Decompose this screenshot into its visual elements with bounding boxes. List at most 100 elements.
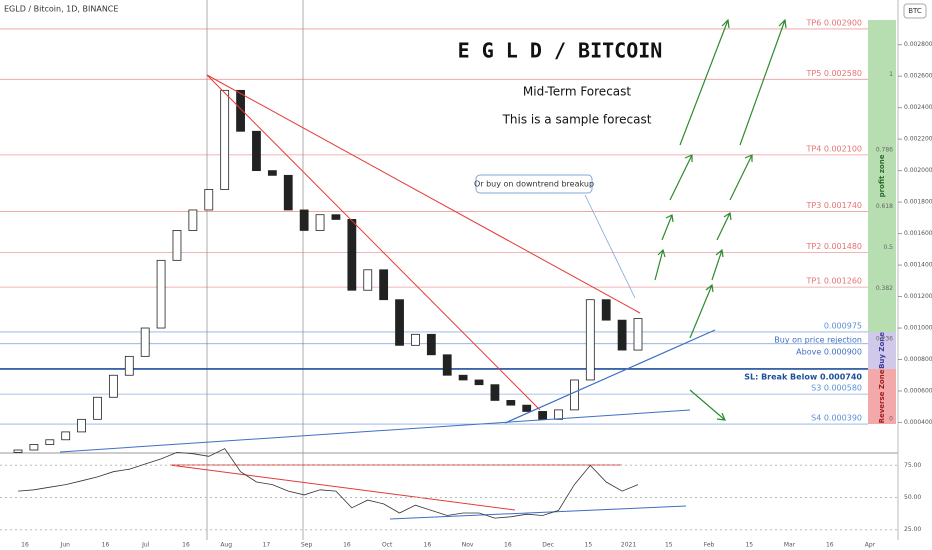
x-tick-label: Jun — [60, 542, 71, 549]
zone-label: Reverse Zone — [878, 369, 886, 423]
candle — [601, 299, 611, 321]
level-label: Above 0.000900 — [796, 347, 862, 356]
candle — [426, 333, 436, 356]
candle — [267, 170, 277, 176]
y-tick-label: 0.001000 — [904, 325, 932, 332]
x-tick-label: 16 — [21, 542, 29, 549]
candle — [77, 418, 86, 433]
candle — [490, 384, 500, 401]
y-tick-label: 0.002400 — [904, 104, 932, 111]
zone-label: profit zone — [878, 154, 886, 197]
candle — [45, 439, 55, 445]
candle — [108, 374, 118, 398]
x-tick-label: 16 — [343, 542, 351, 549]
trendline — [206, 74, 541, 411]
candle — [188, 209, 198, 231]
candle — [204, 189, 214, 211]
level-label: TP3 0.001740 — [805, 201, 862, 210]
candle — [61, 431, 71, 441]
y-tick-label: 0.000600 — [904, 387, 932, 394]
candle — [395, 299, 404, 346]
candle — [283, 174, 293, 211]
trendlines — [59, 74, 716, 453]
zone — [868, 331, 896, 369]
candle — [236, 89, 245, 132]
candle — [140, 327, 150, 357]
fib-label: 0.618 — [876, 203, 893, 210]
fib-label: 0.786 — [876, 146, 893, 153]
candle — [554, 409, 563, 420]
x-tick-label: Feb — [704, 542, 715, 549]
zone — [868, 368, 896, 425]
y-tick-label: 0.002000 — [904, 167, 932, 174]
annotation: Or buy on downtrend breakup — [474, 180, 594, 189]
arrow — [716, 211, 732, 241]
candle — [411, 333, 420, 346]
annotation-box — [475, 174, 593, 194]
x-tick-label: Jul — [141, 542, 150, 549]
arrow — [711, 248, 724, 281]
rsi-line — [17, 448, 639, 519]
candle — [458, 374, 468, 381]
level-label: TP6 0.002900 — [805, 18, 862, 27]
candle — [617, 319, 627, 351]
x-tick-label: Dec — [542, 542, 554, 549]
y-tick-label: 0.002800 — [904, 41, 932, 48]
zone-label: Buy Zone — [878, 332, 886, 369]
x-tick-label: 2021 — [621, 542, 636, 549]
x-tick-label: 15 — [665, 542, 673, 549]
candle — [347, 219, 357, 291]
currency-badge[interactable] — [903, 3, 927, 19]
x-tick-label: 16 — [504, 542, 512, 549]
candle — [172, 230, 182, 261]
y-tick-label: 0.001200 — [904, 293, 932, 300]
level-label: TP4 0.002100 — [805, 144, 862, 153]
candle — [252, 130, 261, 172]
level-label: S3 0.000580 — [811, 384, 862, 393]
arrow — [679, 18, 730, 146]
fib-label: 0.5 — [883, 244, 893, 251]
rsi-trendline — [389, 505, 687, 520]
x-tick-label: Mar — [784, 542, 796, 549]
y-tick-label: 0.001800 — [904, 199, 932, 206]
x-tick-label: Nov — [462, 542, 474, 549]
subtitle: Mid-Term Forecast — [523, 85, 632, 99]
x-tick-label: 15 — [745, 542, 753, 549]
y-tick-label: 0.000800 — [904, 356, 932, 363]
fib-label: 1 — [889, 71, 893, 78]
candle — [442, 354, 452, 376]
x-tick-label: 16 — [424, 542, 432, 549]
arrow — [654, 248, 666, 281]
trendline — [206, 74, 641, 314]
x-tick-label: Oct — [382, 542, 393, 549]
x-tick-label: 16 — [102, 542, 110, 549]
x-tick-label: 15 — [585, 542, 593, 549]
candle — [506, 400, 516, 406]
arrows — [654, 18, 787, 421]
fib-label: 0.382 — [876, 285, 893, 292]
level-label: 0.000975 — [824, 321, 862, 330]
candle — [522, 404, 532, 412]
fib-label: 0.236 — [876, 335, 893, 342]
trendline — [59, 409, 691, 453]
zone — [868, 19, 896, 332]
x-tick-label: Apr — [865, 542, 876, 549]
arrow — [689, 389, 726, 421]
chart-title: E G L D / BITCOIN — [458, 39, 663, 63]
fib-label: 0 — [889, 416, 893, 423]
candle — [124, 355, 134, 376]
arrow — [729, 154, 753, 201]
arrow — [669, 154, 693, 201]
level-note: Buy on price rejection — [774, 335, 862, 344]
rsi-tick-label: 25.00 — [904, 526, 921, 533]
arrow — [689, 283, 714, 339]
level-label: TP2 0.001480 — [805, 242, 862, 251]
y-tick-label: 0.001600 — [904, 230, 932, 237]
note: This is a sample forecast — [502, 113, 652, 127]
candle — [29, 444, 39, 451]
candle — [93, 396, 102, 420]
x-tick-label: 16 — [826, 542, 834, 549]
symbol-header: EGLD / Bitcoin, 1D, BINANCE — [4, 5, 118, 14]
